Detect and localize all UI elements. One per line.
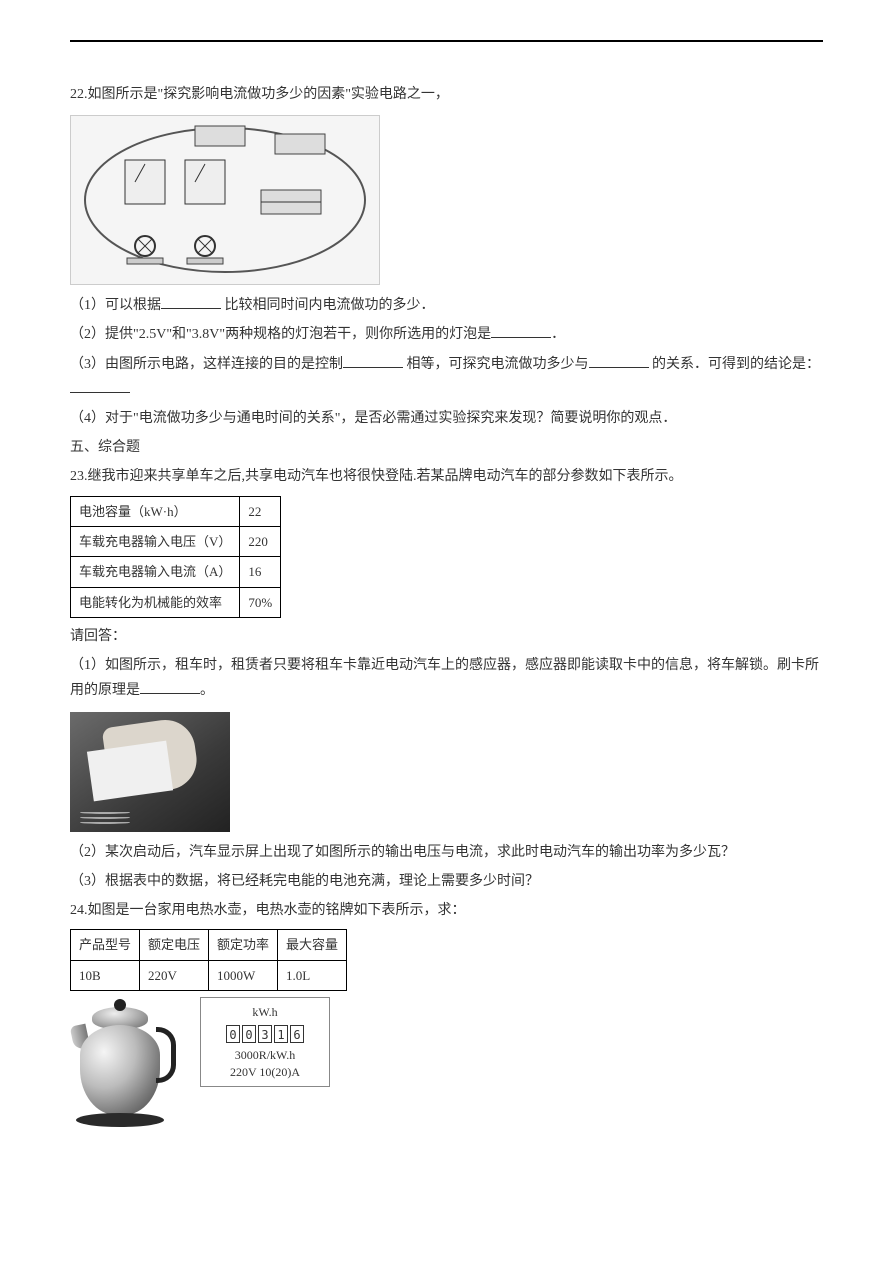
q22-sub3-post: 的关系．可得到的结论是： xyxy=(649,357,821,372)
cell-value: 1000W xyxy=(209,960,278,990)
q22-sub3: （3）由图所示电路，这样连接的目的是控制 相等，可探究电流做功多少与 的关系．可… xyxy=(70,352,823,402)
card-shape xyxy=(87,740,173,801)
kettle-body xyxy=(80,1025,160,1115)
kettle-base xyxy=(76,1113,164,1127)
q23-sub1: （1）如图所示，租车时，租赁者只要将租车卡靠近电动汽车上的感应器，感应器即能读取… xyxy=(70,653,823,703)
digit: 1 xyxy=(274,1025,288,1043)
q23-blank1[interactable] xyxy=(140,680,200,694)
q24-stem-text: 如图是一台家用电热水壶，电热水壶的铭牌如下表所示，求： xyxy=(88,903,466,918)
q23-sub2: （2）某次启动后，汽车显示屏上出现了如图所示的输出电压与电流，求此时电动汽车的输… xyxy=(70,840,823,865)
meter-unit: kW.h xyxy=(205,1004,325,1021)
cell-label: 电能转化为机械能的效率 xyxy=(71,587,240,617)
kettle-handle xyxy=(156,1027,176,1083)
meter-rate: 3000R/kW.h xyxy=(205,1047,325,1064)
q22-sub2-post: ． xyxy=(551,327,565,342)
page-top-rule xyxy=(70,40,823,42)
digit: 0 xyxy=(242,1025,256,1043)
signal-lines-icon xyxy=(80,809,130,824)
digit: 6 xyxy=(290,1025,304,1043)
circuit-diagram-placeholder xyxy=(70,115,380,285)
cell-value: 1.0L xyxy=(278,960,347,990)
q22-sub3-pre: （3）由图所示电路，这样连接的目的是控制 xyxy=(70,357,343,372)
q23-please-answer: 请回答： xyxy=(70,624,823,649)
q22-sub1-pre: （1）可以根据 xyxy=(70,298,161,313)
card-reader-photo xyxy=(70,712,230,832)
cell-label: 车载充电器输入电流（A） xyxy=(71,557,240,587)
meter-spec: 220V 10(20)A xyxy=(205,1064,325,1081)
q24-spec-table: 产品型号 额定电压 额定功率 最大容量 10B 220V 1000W 1.0L xyxy=(70,929,347,991)
q22-blank3c[interactable] xyxy=(70,379,130,393)
q22-sub2-pre: （2）提供"2.5V"和"3.8V"两种规格的灯泡若干，则你所选用的灯泡是 xyxy=(70,327,491,342)
cell-value: 10B xyxy=(71,960,140,990)
cell-value: 22 xyxy=(240,496,281,526)
table-row: 车载充电器输入电压（V） 220 xyxy=(71,526,281,556)
col-header: 最大容量 xyxy=(278,930,347,960)
cell-value: 220 xyxy=(240,526,281,556)
circuit-svg xyxy=(75,120,375,280)
q22-sub2: （2）提供"2.5V"和"3.8V"两种规格的灯泡若干，则你所选用的灯泡是 ． xyxy=(70,322,823,347)
meter-digits: 0 0 3 1 6 xyxy=(226,1025,304,1043)
cell-value: 16 xyxy=(240,557,281,587)
q24-figure-row: kW.h 0 0 3 1 6 3000R/kW.h 220V 10(20)A xyxy=(70,997,823,1127)
q22-stem: 22.如图所示是"探究影响电流做功多少的因素"实验电路之一， xyxy=(70,82,823,107)
q22-blank3b[interactable] xyxy=(589,354,649,368)
table-header-row: 产品型号 额定电压 额定功率 最大容量 xyxy=(71,930,347,960)
q24-stem: 24.如图是一台家用电热水壶，电热水壶的铭牌如下表所示，求： xyxy=(70,898,823,923)
q22-blank2[interactable] xyxy=(491,324,551,338)
q23-number: 23. xyxy=(70,469,88,484)
q23-spec-table: 电池容量（kW·h） 22 车载充电器输入电压（V） 220 车载充电器输入电流… xyxy=(70,496,281,619)
q22-number: 22. xyxy=(70,87,88,102)
col-header: 额定电压 xyxy=(140,930,209,960)
section5-heading: 五、综合题 xyxy=(70,435,823,460)
digit: 3 xyxy=(258,1025,272,1043)
table-row: 车载充电器输入电流（A） 16 xyxy=(71,557,281,587)
cell-label: 电池容量（kW·h） xyxy=(71,496,240,526)
digit: 0 xyxy=(226,1025,240,1043)
electricity-meter: kW.h 0 0 3 1 6 3000R/kW.h 220V 10(20)A xyxy=(200,997,330,1087)
q22-figure xyxy=(70,115,823,285)
table-row: 10B 220V 1000W 1.0L xyxy=(71,960,347,990)
q24-number: 24. xyxy=(70,903,88,918)
q22-blank3a[interactable] xyxy=(343,354,403,368)
col-header: 额定功率 xyxy=(209,930,278,960)
col-header: 产品型号 xyxy=(71,930,140,960)
q22-stem-text: 如图所示是"探究影响电流做功多少的因素"实验电路之一， xyxy=(88,87,449,102)
q22-blank1[interactable] xyxy=(161,295,221,309)
q23-sub1-post: 。 xyxy=(200,683,214,698)
kettle-illustration xyxy=(70,997,180,1127)
kettle-knob xyxy=(114,999,126,1011)
q23-card-figure xyxy=(70,712,823,832)
q23-stem: 23.继我市迎来共享单车之后,共享电动汽车也将很快登陆.若某品牌电动汽车的部分参… xyxy=(70,464,823,489)
table-row: 电能转化为机械能的效率 70% xyxy=(71,587,281,617)
q22-sub1: （1）可以根据 比较相同时间内电流做功的多少． xyxy=(70,293,823,318)
cell-value: 220V xyxy=(140,960,209,990)
q22-sub3-mid: 相等，可探究电流做功多少与 xyxy=(403,357,589,372)
q23-stem-text: 继我市迎来共享单车之后,共享电动汽车也将很快登陆.若某品牌电动汽车的部分参数如下… xyxy=(88,469,683,484)
cell-value: 70% xyxy=(240,587,281,617)
cell-label: 车载充电器输入电压（V） xyxy=(71,526,240,556)
q22-sub4: （4）对于"电流做功多少与通电时间的关系"，是否必需通过实验探究来发现？简要说明… xyxy=(70,406,823,431)
q23-sub3: （3）根据表中的数据，将已经耗完电能的电池充满，理论上需要多少时间？ xyxy=(70,869,823,894)
q22-sub1-post: 比较相同时间内电流做功的多少． xyxy=(221,298,435,313)
table-row: 电池容量（kW·h） 22 xyxy=(71,496,281,526)
